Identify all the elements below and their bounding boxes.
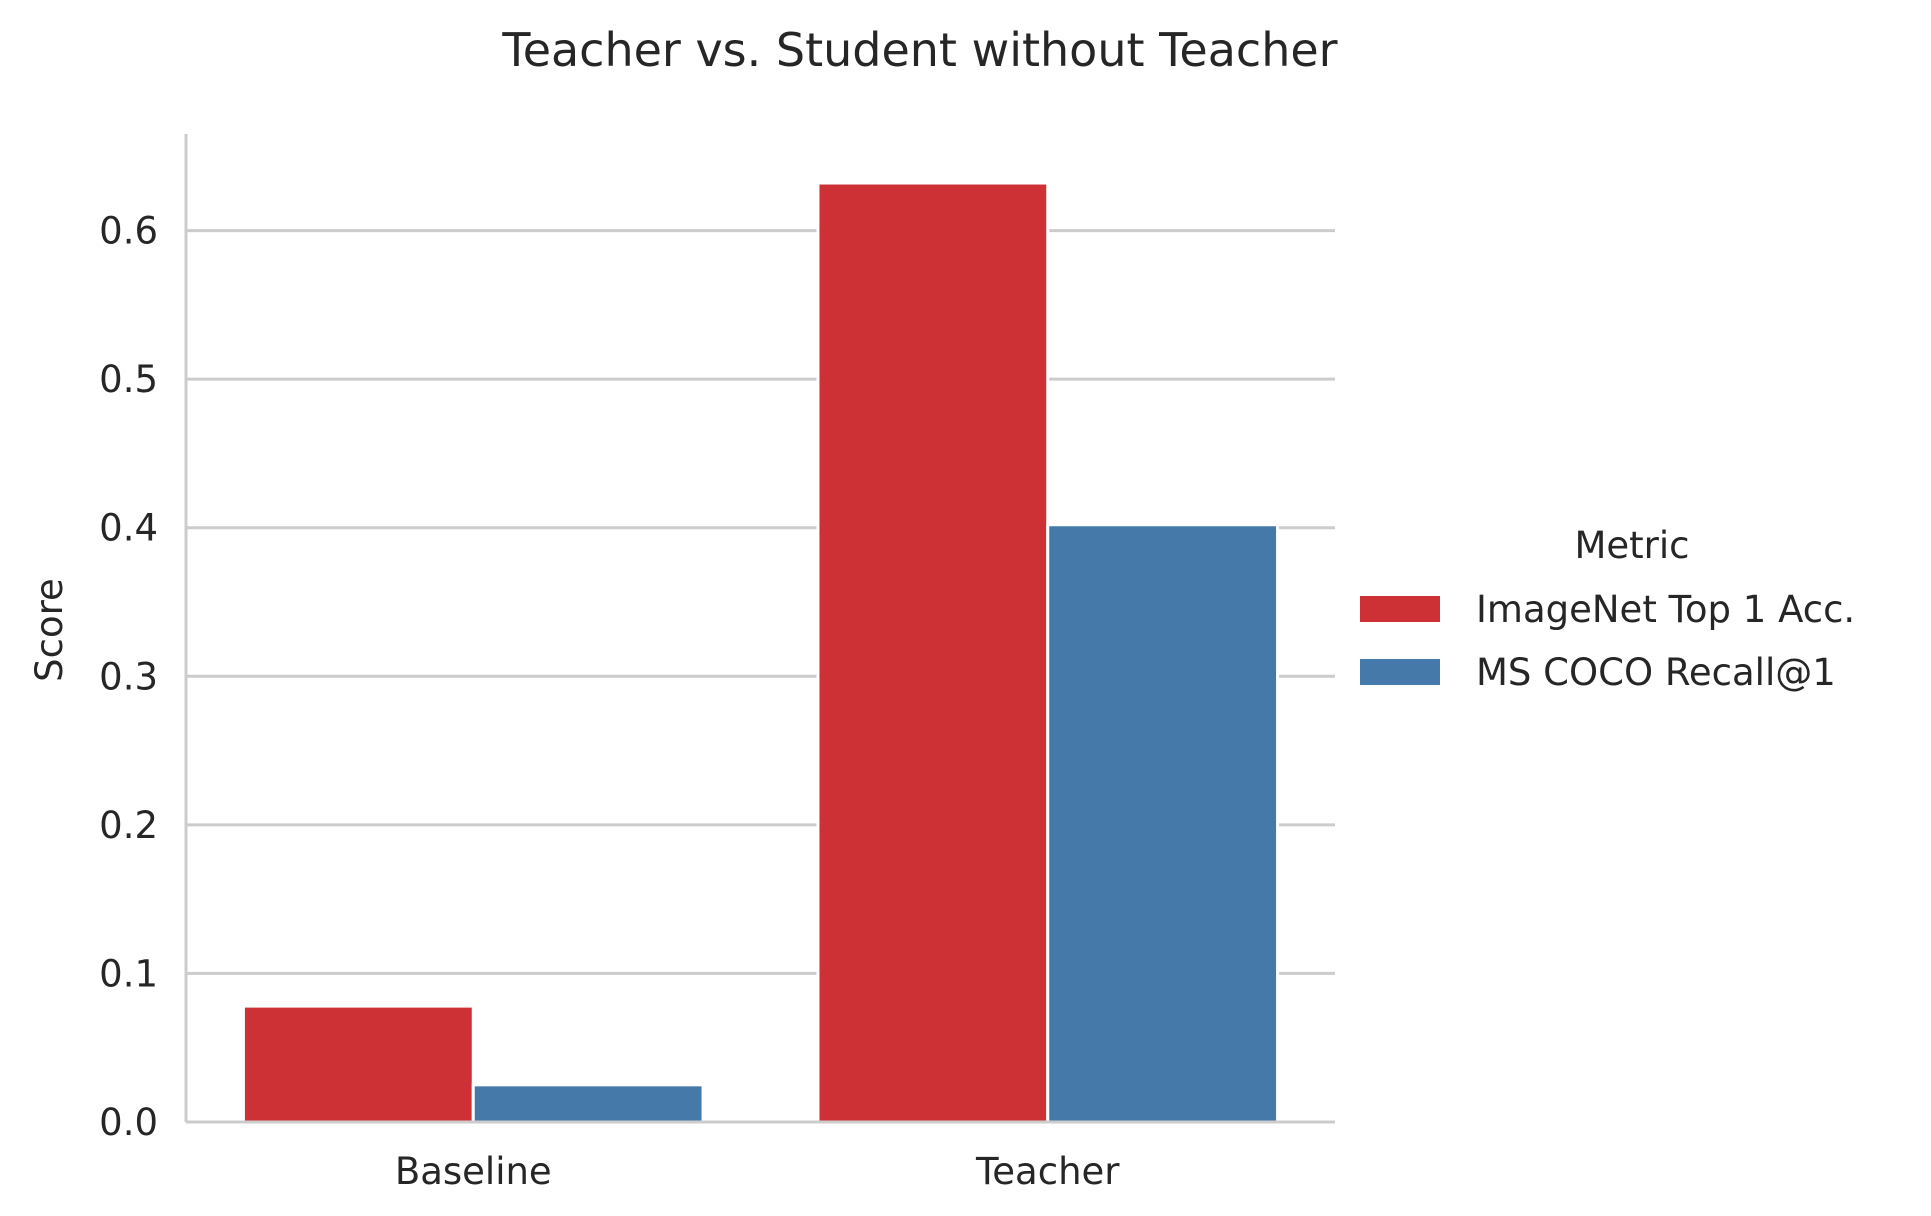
x-tick-labels: Baseline Teacher [395, 1150, 1120, 1193]
legend-items: ImageNet Top 1 Acc. MS COCO Recall@1 [1360, 588, 1855, 694]
y-tick-label-1: 0.1 [99, 952, 158, 995]
legend-title: Metric [1574, 524, 1689, 567]
chart-title: Teacher vs. Student without Teacher [501, 23, 1337, 77]
legend-swatch-1 [1360, 659, 1440, 685]
y-tick-label-5: 0.5 [99, 358, 158, 401]
legend-label-1: MS COCO Recall@1 [1476, 651, 1836, 694]
y-axis-label: Score [28, 578, 71, 682]
legend: Metric ImageNet Top 1 Acc. MS COCO Recall… [1360, 524, 1855, 694]
y-tick-labels: 0.0 0.1 0.2 0.3 0.4 0.5 0.6 [99, 210, 158, 1144]
legend-swatch-0 [1360, 596, 1440, 622]
y-tick-label-4: 0.4 [99, 507, 158, 550]
bar-teacher-series-1 [1046, 523, 1280, 1124]
axes-spines [184, 134, 1335, 1124]
y-tick-label-2: 0.2 [99, 804, 158, 847]
y-tick-label-6: 0.6 [99, 210, 158, 253]
y-tick-label-0: 0.0 [99, 1101, 158, 1144]
legend-label-0: ImageNet Top 1 Acc. [1476, 588, 1855, 631]
x-tick-label-teacher: Teacher [975, 1150, 1120, 1193]
bar-baseline-series-0 [241, 1004, 475, 1124]
y-tick-label-3: 0.3 [99, 655, 158, 698]
bar-teacher-series-0 [816, 181, 1050, 1124]
x-tick-label-baseline: Baseline [395, 1150, 552, 1193]
bar-baseline-series-1 [471, 1083, 705, 1124]
bars [241, 181, 1280, 1124]
